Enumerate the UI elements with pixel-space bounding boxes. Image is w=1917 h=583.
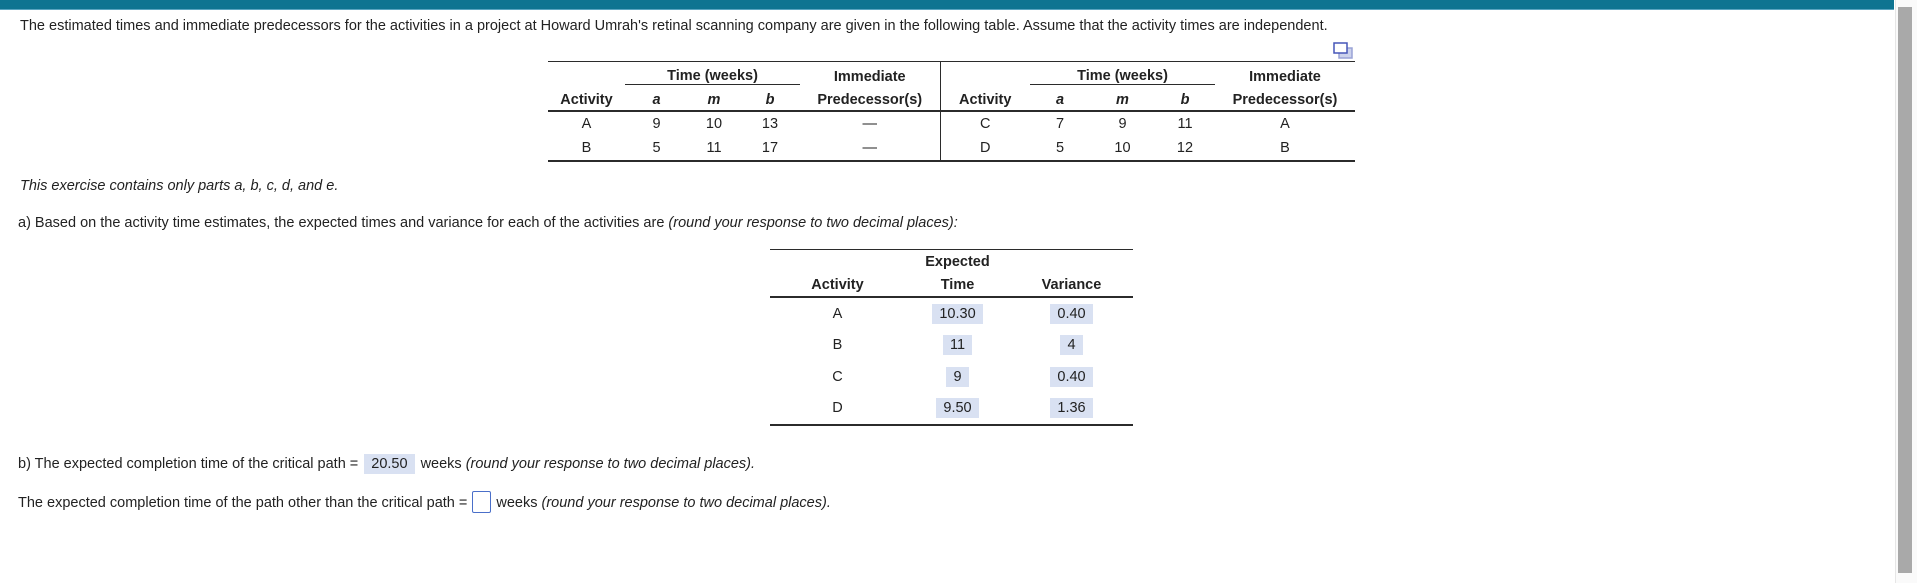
immediate-header-left-line2: Predecessor(s)	[800, 84, 940, 112]
immediate-header-left-line1: Immediate	[833, 68, 906, 85]
expected-header-line2: Time	[905, 270, 1010, 298]
a-header-right: a	[1030, 84, 1090, 112]
activity-cell: B	[832, 337, 843, 354]
vertical-scrollbar[interactable]	[1895, 0, 1917, 583]
activity-cell: B	[581, 140, 592, 156]
table-row: A 9 10 13 — C 7 9 11 A	[548, 111, 1355, 136]
part-a-text: a) Based on the activity time estimates,…	[18, 214, 958, 232]
activity-times-table: Time (weeks) Immediate Time (weeks) Imme…	[548, 61, 1355, 162]
problem-statement: The estimated times and immediate predec…	[20, 18, 1328, 34]
part-b-line2-rounding-note: (round your response to two decimal plac…	[541, 494, 831, 511]
activity-cell: C	[939, 111, 1030, 136]
part-b-line2-units: weeks	[496, 494, 538, 511]
a-cell: 9	[652, 116, 661, 132]
part-b-other-path-line: The expected completion time of the path…	[18, 491, 831, 515]
expected-time-answer[interactable]: 10.30	[932, 303, 983, 324]
table-row: C 9 0.40	[770, 361, 1133, 393]
variance-answer[interactable]: 4	[1060, 335, 1083, 356]
part-a-prefix: a) Based on the activity time estimates,…	[18, 215, 669, 231]
part-b-line1-units: weeks	[420, 456, 462, 472]
predecessor-cell: —	[862, 116, 878, 132]
table-row: B 11 4	[770, 330, 1133, 362]
activity-header: Activity	[770, 270, 905, 298]
m-cell: 11	[706, 140, 722, 156]
expected-time-variance-table: Expected Activity Time Variance A 10.30 …	[770, 249, 1133, 426]
part-b-line1-rounding-note: (round your response to two decimal plac…	[465, 456, 756, 472]
expected-time-answer[interactable]: 9	[946, 366, 969, 387]
m-header-left: m	[688, 84, 740, 112]
a-cell: 7	[1055, 116, 1065, 132]
variance-answer[interactable]: 0.40	[1050, 366, 1093, 387]
b-cell: 11	[1177, 116, 1193, 132]
b-header-right: b	[1155, 84, 1215, 112]
activity-cell: D	[939, 136, 1030, 161]
copy-icon-glyph	[1333, 42, 1353, 59]
time-weeks-header-right: Time (weeks)	[1030, 61, 1215, 85]
immediate-header-right-line1: Immediate	[1249, 68, 1321, 85]
variance-header: Variance	[1010, 270, 1133, 298]
spacer-cell	[1010, 250, 1133, 271]
a-header-left: a	[625, 84, 688, 112]
m-header-right: m	[1090, 84, 1155, 112]
table-row: B 5 11 17 — D 5 10 12 B	[548, 136, 1355, 161]
spacer-cell	[939, 61, 1030, 85]
activity-cell: A	[581, 116, 592, 132]
spacer-cell	[770, 250, 905, 271]
b-cell: 17	[761, 140, 779, 156]
variance-answer[interactable]: 0.40	[1050, 303, 1093, 324]
m-cell: 9	[1118, 116, 1127, 132]
activity-header-left: Activity	[548, 84, 625, 112]
b-cell: 13	[761, 116, 779, 132]
top-accent-bar	[0, 0, 1894, 10]
table-row: A 10.30 0.40	[770, 297, 1133, 330]
activity-cell: D	[832, 400, 843, 417]
activity-cell: A	[832, 305, 843, 322]
spacer-cell	[548, 62, 625, 85]
expected-time-answer[interactable]: 11	[942, 335, 973, 356]
scrollbar-thumb[interactable]	[1898, 7, 1912, 573]
expected-header-line1: Expected	[925, 254, 990, 270]
b-cell: 12	[1176, 140, 1194, 156]
b-header-left: b	[740, 84, 800, 112]
other-path-answer-input[interactable]	[472, 491, 492, 513]
a-cell: 5	[1055, 140, 1065, 156]
a-cell: 5	[652, 140, 661, 156]
copy-icon[interactable]	[1332, 41, 1354, 60]
part-b-critical-path-line: b) The expected completion time of the c…	[18, 454, 756, 474]
exercise-note: This exercise contains only parts a, b, …	[20, 178, 339, 194]
predecessor-cell: —	[862, 140, 878, 156]
part-b-line2-text: The expected completion time of the path…	[18, 494, 468, 511]
activity-header-right: Activity	[939, 84, 1030, 112]
part-b-line1-text: b) The expected completion time of the c…	[18, 456, 359, 472]
time-weeks-header-left: Time (weeks)	[625, 61, 800, 85]
m-cell: 10	[1114, 140, 1131, 156]
immediate-header-right-line2: Predecessor(s)	[1215, 84, 1355, 112]
part-a-rounding-note: (round your response to two decimal plac…	[668, 215, 958, 231]
activity-cell: C	[832, 368, 843, 385]
m-cell: 10	[705, 116, 723, 132]
expected-time-answer[interactable]: 9.50	[936, 398, 979, 419]
predecessor-cell: B	[1280, 140, 1290, 156]
table-row: D 9.50 1.36	[770, 393, 1133, 426]
variance-answer[interactable]: 1.36	[1050, 398, 1093, 419]
predecessor-cell: A	[1280, 116, 1290, 132]
critical-path-answer[interactable]: 20.50	[364, 454, 415, 474]
